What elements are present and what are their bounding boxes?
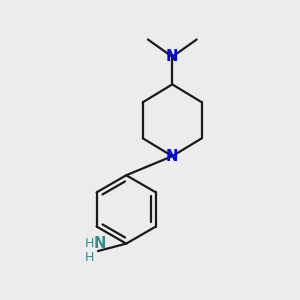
- Text: N: N: [166, 49, 178, 64]
- Text: N: N: [166, 149, 178, 164]
- Text: H: H: [85, 251, 94, 264]
- Text: N: N: [94, 236, 106, 251]
- Text: H: H: [85, 237, 94, 250]
